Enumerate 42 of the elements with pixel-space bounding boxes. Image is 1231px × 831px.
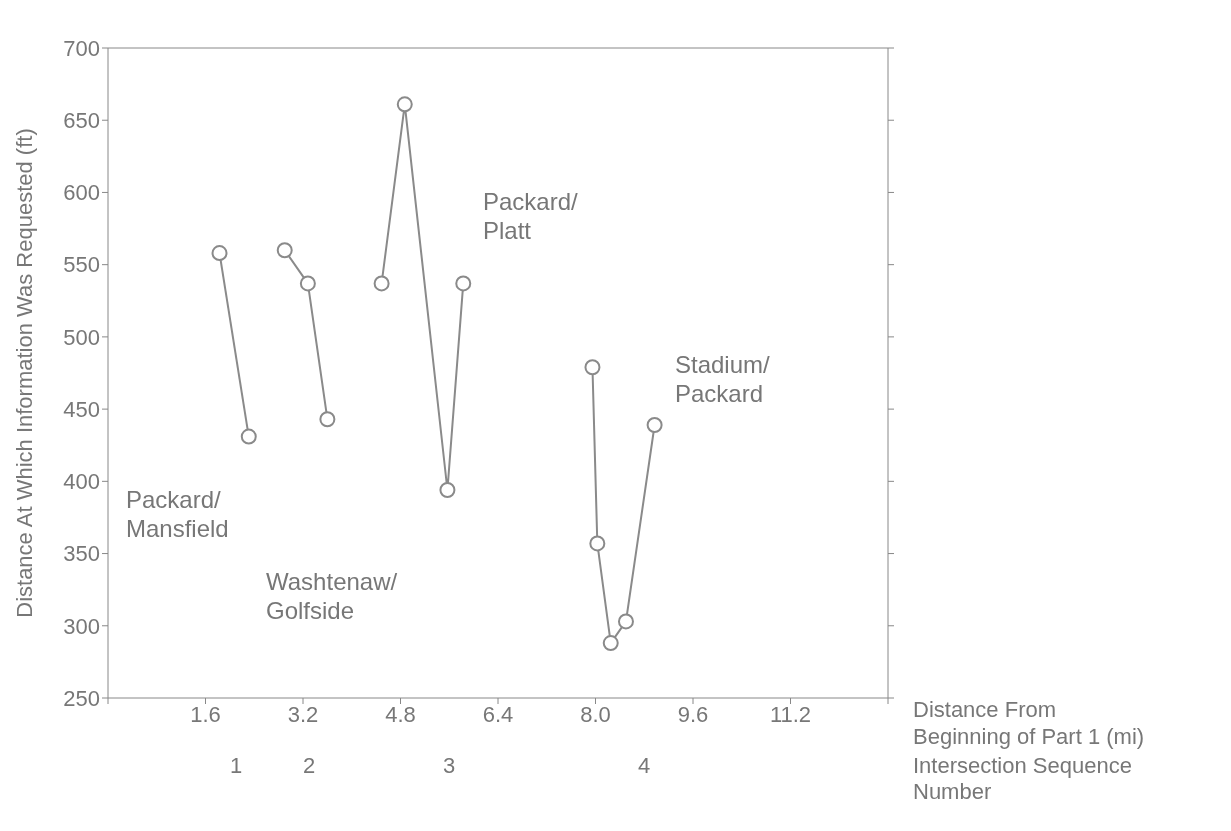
point xyxy=(211,245,228,262)
y-tick-label: 650 xyxy=(63,108,100,134)
y-tick-label: 450 xyxy=(63,396,100,422)
point xyxy=(240,428,257,445)
y-tick-label: 300 xyxy=(63,613,100,639)
y-tick-label: 700 xyxy=(63,35,100,61)
x-tick-label: 11.2 xyxy=(769,701,812,727)
point xyxy=(589,535,606,552)
point xyxy=(439,482,456,498)
y-tick-label: 550 xyxy=(63,252,100,278)
x-axis-title: Distance From Beginning of Part 1 (mi) xyxy=(913,696,1145,750)
x-tick-label: 6.4 xyxy=(482,701,514,727)
y-axis-title: Distance At Which Information Was Requested (ft) xyxy=(12,128,38,618)
point xyxy=(276,242,293,259)
y-tick-label: 350 xyxy=(63,541,100,567)
annotation: Washtenaw/ Golfside xyxy=(266,568,398,626)
point xyxy=(319,411,336,428)
text: 3 xyxy=(442,753,456,780)
text: 1 xyxy=(229,753,243,780)
text: 4 xyxy=(637,753,651,780)
annotation: Stadium/ Packard xyxy=(675,351,770,409)
point xyxy=(455,275,472,292)
y-tick-label: 250 xyxy=(63,685,100,711)
point xyxy=(396,96,413,113)
point xyxy=(584,359,601,376)
annotation: Packard/ Mansfield xyxy=(126,486,229,544)
x-tick-label: 8.0 xyxy=(580,701,611,727)
x-tick-label: 4.8 xyxy=(385,701,416,727)
point xyxy=(373,275,390,292)
annotation: Packard/ Platt xyxy=(483,188,578,246)
x-tick-label: 9.6 xyxy=(677,701,709,727)
x-tick-label: 1.6 xyxy=(190,701,221,727)
point xyxy=(617,613,634,630)
y-tick-label: 600 xyxy=(63,180,100,206)
point xyxy=(299,275,316,292)
text: Intersection Sequence Number xyxy=(913,753,1132,806)
point xyxy=(646,417,663,433)
text: 2 xyxy=(302,753,316,780)
x-tick-label: 3.2 xyxy=(287,701,319,727)
y-tick-label: 500 xyxy=(63,324,100,350)
y-tick-label: 400 xyxy=(63,469,100,495)
point xyxy=(602,635,619,652)
